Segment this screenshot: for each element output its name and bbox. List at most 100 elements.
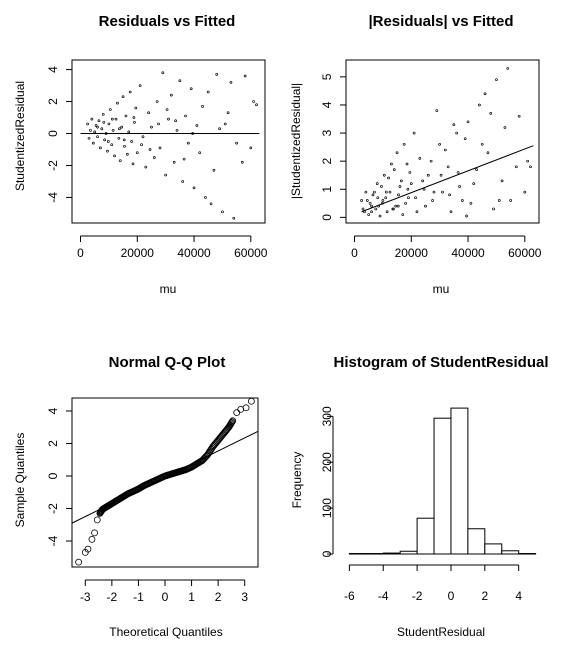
plot-frame — [71, 59, 266, 224]
x-axis-label: mu — [433, 282, 450, 296]
data-point — [243, 74, 247, 78]
data-point — [497, 199, 501, 202]
data-point — [110, 143, 114, 147]
data-point — [415, 210, 419, 214]
data-point — [405, 162, 409, 166]
data-point — [252, 100, 255, 103]
x-tick-label: -3 — [80, 590, 91, 604]
y-tick-label: 200 — [320, 452, 334, 472]
data-point — [125, 152, 129, 156]
data-point — [438, 142, 442, 146]
data-point — [432, 190, 436, 194]
data-point — [424, 204, 427, 208]
histogram-bar — [518, 553, 537, 555]
residuals-vs-fitted-panel: Residuals vs Fitted mu StudentizedResidu… — [13, 13, 268, 296]
data-point — [461, 199, 464, 202]
y-tick-label: 0 — [320, 550, 334, 557]
data-point — [240, 160, 244, 164]
data-point — [371, 193, 375, 197]
reference-line — [361, 145, 534, 213]
panel-title: Normal Q-Q Plot — [109, 354, 226, 371]
y-tick-label: -4 — [46, 535, 60, 546]
data-point — [148, 148, 152, 151]
data-point — [367, 213, 371, 216]
x-tick-label: 20000 — [121, 246, 155, 260]
data-point — [155, 100, 159, 103]
data-point — [110, 117, 114, 121]
data-point — [500, 179, 504, 183]
data-point — [368, 201, 372, 205]
y-axis-label: Sample Quantiles — [13, 433, 27, 528]
data-point — [169, 93, 173, 97]
data-point — [118, 159, 122, 163]
data-point — [96, 135, 99, 139]
data-point — [91, 529, 98, 537]
data-point — [201, 454, 209, 462]
data-point — [472, 182, 476, 186]
panel-title: |Residuals| vs Fitted — [368, 13, 513, 30]
data-point — [116, 101, 119, 105]
data-point — [227, 420, 235, 428]
data-point — [204, 196, 207, 199]
x-tick-label: 0 — [448, 589, 455, 603]
data-point — [103, 138, 106, 142]
data-point — [426, 173, 430, 177]
data-point — [106, 149, 109, 153]
data-point — [222, 427, 230, 434]
data-point — [483, 92, 487, 96]
histogram-bar — [467, 528, 486, 555]
data-point — [100, 127, 104, 131]
data-point — [228, 418, 236, 426]
plot-marks: -6 -4 -2 0 2 4 0 100 200 300 — [320, 406, 537, 603]
data-point — [89, 128, 92, 132]
data-point — [182, 157, 186, 161]
y-tick-label: 100 — [320, 498, 334, 518]
x-tick-label: -6 — [344, 589, 355, 603]
data-point — [184, 114, 187, 118]
data-point — [456, 171, 460, 174]
data-point — [381, 199, 385, 202]
y-tick-label: 300 — [320, 406, 334, 426]
histogram-bar — [450, 407, 469, 555]
data-point — [380, 185, 383, 188]
normal-qq-panel: Normal Q-Q Plot Theoretical Quantiles Sa… — [13, 354, 259, 639]
data-point — [435, 109, 439, 112]
data-point — [131, 162, 135, 166]
data-point — [134, 106, 138, 110]
data-point — [390, 162, 393, 166]
y-axis-label: Frequency — [290, 452, 304, 509]
data-point — [392, 168, 396, 171]
data-point — [172, 160, 176, 164]
data-point — [123, 144, 126, 148]
data-point — [387, 176, 390, 180]
data-point — [431, 199, 434, 202]
data-point — [399, 179, 403, 183]
data-point — [158, 146, 162, 150]
data-point — [469, 201, 473, 205]
data-point — [97, 119, 101, 123]
plot-frame — [345, 59, 540, 224]
data-point — [418, 157, 422, 160]
data-point — [175, 128, 179, 132]
x-tick-label: 60000 — [508, 246, 542, 260]
histogram-bar — [399, 550, 418, 555]
data-point — [93, 130, 97, 134]
data-point — [124, 114, 128, 118]
data-point — [192, 186, 196, 190]
data-point — [395, 151, 399, 155]
x-tick-label: 4 — [515, 589, 522, 603]
data-point — [86, 122, 89, 126]
data-point — [94, 124, 98, 127]
y-tick-label: 2 — [320, 158, 334, 165]
y-tick-label: 4 — [320, 101, 334, 108]
data-point — [111, 128, 115, 132]
data-point — [195, 124, 199, 127]
x-axis-label: StudentResidual — [397, 625, 485, 639]
data-point — [506, 67, 510, 70]
plot-marks: 0 20000 40000 60000 -4 -2 0 2 4 — [46, 66, 268, 260]
y-tick-label: -2 — [46, 503, 60, 514]
data-point — [455, 131, 459, 135]
y-tick-label: 5 — [320, 73, 334, 80]
data-point — [401, 213, 405, 216]
